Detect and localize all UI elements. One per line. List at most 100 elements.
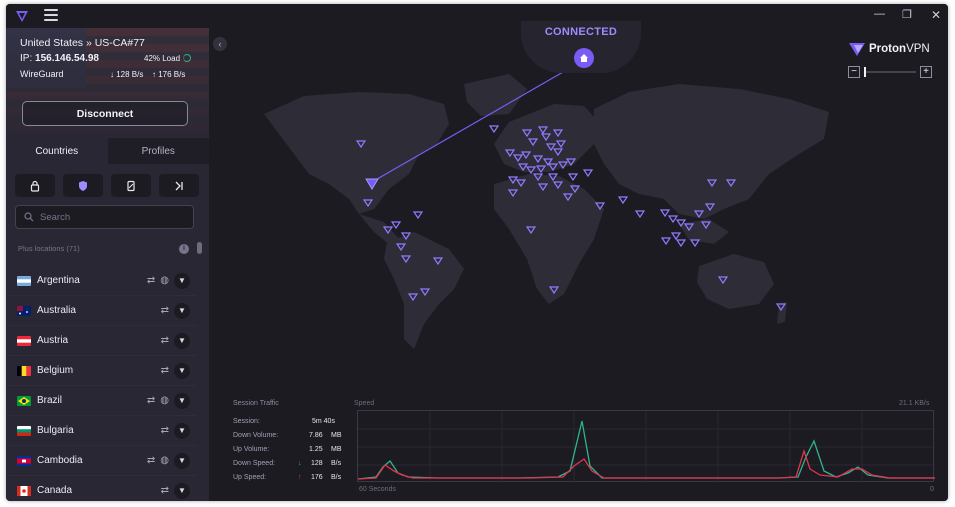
lock-icon xyxy=(30,180,40,192)
country-list: Argentina ⇄ ◍ ▼ Australia ⇄ ▼ Austria ⇄ … xyxy=(6,266,197,501)
globe-icon: ◍ xyxy=(160,395,169,406)
hamburger-menu-icon[interactable] xyxy=(44,9,58,21)
chevron-down-icon[interactable]: ▼ xyxy=(174,422,190,439)
chevron-down-icon[interactable]: ▼ xyxy=(174,272,190,289)
country-name: Bulgaria xyxy=(37,425,74,436)
country-name: Brazil xyxy=(37,395,63,406)
zoom-out-button[interactable]: − xyxy=(848,66,860,78)
server-load: 42% Load xyxy=(144,54,192,63)
down-volume-unit: MB xyxy=(331,432,342,439)
chevron-down-icon[interactable]: ▼ xyxy=(174,362,190,379)
home-location-pin[interactable] xyxy=(574,48,594,68)
brand-proton: Proton xyxy=(869,43,907,55)
server-name: United States » US-CA#77 xyxy=(20,37,145,49)
up-speed-value: 176 xyxy=(311,474,323,481)
globe-icon: ◍ xyxy=(160,455,169,466)
disconnect-button[interactable]: Disconnect xyxy=(22,101,188,126)
p2p-filter[interactable] xyxy=(63,174,103,197)
protonvpn-window: United States » US-CA#77 IP: 156.146.54.… xyxy=(6,4,948,501)
ip-address: IP: 156.146.54.98 xyxy=(20,53,99,64)
map-area: ‹ — ❐ ✕ CONNECTED ProtonVPN − + Session … xyxy=(209,4,948,501)
zoom-in-button[interactable]: + xyxy=(920,66,932,78)
tab-countries[interactable]: Countries xyxy=(6,138,108,164)
brand-name: ProtonVPN xyxy=(869,43,930,55)
country-row-canada[interactable]: Canada ⇄ ▼ xyxy=(6,476,197,501)
secure-core-filter[interactable] xyxy=(15,174,55,197)
search-box[interactable] xyxy=(15,205,194,229)
zoom-track[interactable] xyxy=(864,71,916,73)
up-speed-unit: B/s xyxy=(331,474,342,481)
x-axis-right-label: 0 xyxy=(930,486,934,493)
collapse-sidebar-button[interactable]: ‹ xyxy=(213,37,227,51)
chevron-down-icon[interactable]: ▼ xyxy=(174,482,190,499)
chevron-down-icon[interactable]: ▼ xyxy=(174,452,190,469)
chevron-down-icon[interactable]: ▼ xyxy=(174,302,190,319)
country-row-belgium[interactable]: Belgium ⇄ ▼ xyxy=(6,356,197,386)
bulgaria-flag-icon xyxy=(17,425,31,436)
p2p-icon: ⇄ xyxy=(146,395,156,406)
speed-chart-svg xyxy=(357,411,935,483)
down-volume-label: Down Volume: xyxy=(233,432,279,439)
protocol: WireGuard xyxy=(20,69,64,79)
country-name: Belgium xyxy=(37,365,74,376)
country-name: Canada xyxy=(37,485,73,496)
chevron-down-icon[interactable]: ▼ xyxy=(174,332,190,349)
load-text: 42% Load xyxy=(144,54,181,63)
feature-filters xyxy=(15,174,199,197)
country-row-australia[interactable]: Australia ⇄ ▼ xyxy=(6,296,197,326)
down-arrow-icon: ↓ xyxy=(298,460,302,467)
tor-filter[interactable] xyxy=(111,174,151,197)
brazil-flag-icon xyxy=(17,395,31,406)
argentina-flag-icon xyxy=(17,275,31,286)
country-name: Austria xyxy=(37,335,69,346)
session-value: 5m 40s xyxy=(312,418,335,425)
p2p-icon: ⇄ xyxy=(160,485,169,496)
connection-status: CONNECTED xyxy=(544,26,618,38)
australia-flag-icon xyxy=(17,305,31,316)
x-axis-left-label: 60 Seconds xyxy=(359,486,396,493)
country-row-brazil[interactable]: Brazil ⇄ ◍ ▼ xyxy=(6,386,197,416)
down-speed-value: 128 xyxy=(311,460,323,467)
speed-chart xyxy=(357,410,935,483)
canada-flag-icon xyxy=(17,485,31,496)
zoom-slider-handle[interactable] xyxy=(864,67,866,77)
info-icon[interactable]: i xyxy=(179,244,189,254)
close-button[interactable]: ✕ xyxy=(931,8,942,22)
brand-vpn: VPN xyxy=(906,43,930,55)
download-rate: ↓ 128 B/s xyxy=(110,70,144,79)
country-row-argentina[interactable]: Argentina ⇄ ◍ ▼ xyxy=(6,266,197,296)
proton-logo-icon xyxy=(16,11,28,22)
country-name: Argentina xyxy=(37,275,80,286)
scrollbar[interactable] xyxy=(197,242,202,254)
chevron-down-icon[interactable]: ▼ xyxy=(174,392,190,409)
p2p-icon: ⇄ xyxy=(160,305,169,316)
down-speed-label: Down Speed: xyxy=(233,460,276,467)
world-map[interactable] xyxy=(209,4,948,394)
country-row-bulgaria[interactable]: Bulgaria ⇄ ▼ xyxy=(6,416,197,446)
search-input[interactable] xyxy=(40,211,180,223)
up-arrow-icon: ↑ xyxy=(298,474,302,481)
down-speed-unit: B/s xyxy=(331,460,342,467)
tab-profiles[interactable]: Profiles xyxy=(107,138,209,164)
load-ring-icon xyxy=(183,54,192,62)
up-volume-label: Up Volume: xyxy=(233,446,270,453)
p2p-icon: ⇄ xyxy=(160,425,169,436)
p2p-icon: ⇄ xyxy=(160,335,169,346)
up-volume-unit: MB xyxy=(331,446,342,453)
speed-label: Speed xyxy=(354,400,375,407)
connected-server-marker xyxy=(365,178,379,190)
country-name: Cambodia xyxy=(37,455,83,466)
zoom-control: − + xyxy=(848,66,934,78)
brand-logo: ProtonVPN xyxy=(849,42,930,56)
restore-button[interactable]: ❐ xyxy=(902,9,912,21)
skip-icon xyxy=(175,181,183,190)
sidebar-tabs: Countries Profiles xyxy=(6,138,209,164)
device-icon xyxy=(127,180,135,191)
streaming-filter[interactable] xyxy=(159,174,199,197)
country-row-austria[interactable]: Austria ⇄ ▼ xyxy=(6,326,197,356)
up-volume-value: 1.25 xyxy=(309,446,323,453)
session-traffic-panel: Session Traffic Speed 21.1 KB/s Session:… xyxy=(229,398,948,498)
minimize-button[interactable]: — xyxy=(874,8,885,20)
country-row-cambodia[interactable]: Cambodia ⇄ ◍ ▼ xyxy=(6,446,197,476)
ip-label: IP: xyxy=(20,53,33,64)
